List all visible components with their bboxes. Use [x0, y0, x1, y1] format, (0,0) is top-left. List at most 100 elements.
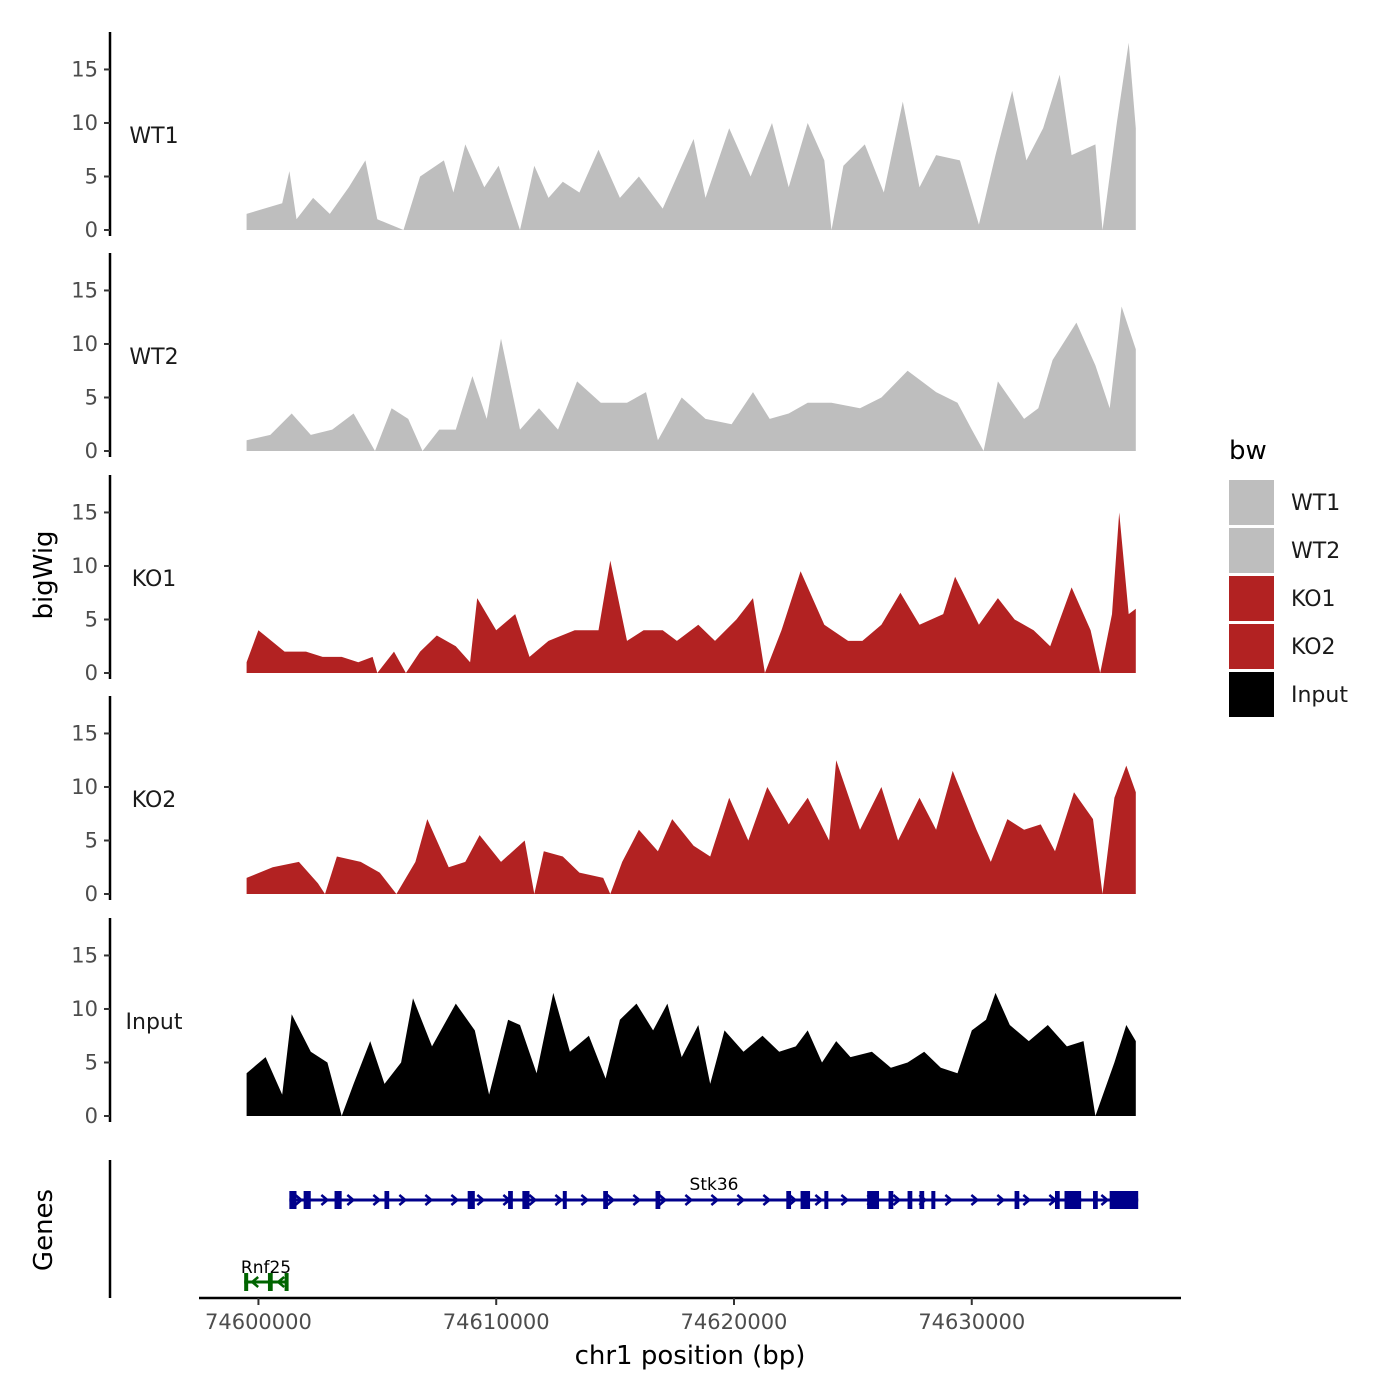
- bigwig-tracks: 0 5 10 15 WT1 0 5 10 15 WT2 0 5 10 15 KO1 0 5 10 15 KO2 0 5 10…: [71, 32, 1136, 1128]
- y-tick-label: 0: [85, 439, 98, 463]
- gene-exon: [800, 1191, 811, 1209]
- y-tick-label: 5: [85, 828, 98, 852]
- gene-exon: [655, 1191, 661, 1209]
- x-tick-label: 74630000: [918, 1310, 1025, 1334]
- gene-exon: [467, 1191, 475, 1209]
- strand-arrow: [736, 1194, 746, 1206]
- y-tick-label: 10: [71, 775, 98, 799]
- strand-arrow: [450, 1194, 460, 1206]
- strand-arrow: [276, 1276, 285, 1288]
- strand-arrow: [554, 1194, 564, 1206]
- y-tick-label: 15: [71, 500, 98, 524]
- x-tick-label: 74600000: [205, 1310, 312, 1334]
- strand-arrow: [710, 1194, 720, 1206]
- genes-axis-title: Genes: [29, 1189, 59, 1271]
- strand-arrow: [372, 1194, 382, 1206]
- strand-arrow: [250, 1276, 259, 1288]
- coverage-area-ko2: [246, 760, 1136, 894]
- y-tick-label: 5: [85, 1050, 98, 1074]
- gene-exon: [919, 1191, 925, 1209]
- legend-key-wt1: [1229, 480, 1274, 525]
- strand-arrow: [346, 1194, 356, 1206]
- gene-stk36: Stk36: [289, 1175, 1139, 1209]
- gene-exon: [508, 1191, 513, 1209]
- track-ko1: 0 5 10 15 KO1: [71, 475, 1136, 685]
- gene-exon: [284, 1273, 289, 1291]
- gene-exon: [888, 1191, 894, 1209]
- legend-key-input: [1229, 672, 1274, 717]
- strand-arrow: [1022, 1194, 1032, 1206]
- strand-arrow: [996, 1194, 1006, 1206]
- gene-exon: [786, 1191, 792, 1209]
- legend-title: bw: [1229, 436, 1267, 466]
- gene-exon: [1014, 1191, 1020, 1209]
- gene-exon: [522, 1191, 530, 1209]
- track-label-wt1: WT1: [129, 124, 178, 149]
- strand-arrow: [606, 1194, 616, 1206]
- track-label-ko1: KO1: [132, 567, 177, 592]
- gene-exon: [267, 1273, 273, 1291]
- legend-label-ko1: KO1: [1291, 587, 1336, 612]
- y-tick-label: 0: [85, 661, 98, 685]
- gene-exon: [1093, 1191, 1098, 1209]
- x-tick-label: 74610000: [443, 1310, 550, 1334]
- x-axis-title: chr1 position (bp): [575, 1341, 806, 1371]
- strand-arrow: [840, 1194, 850, 1206]
- strand-arrow: [320, 1194, 330, 1206]
- x-axis: 74600000 74610000 74620000 74630000: [199, 1296, 1181, 1334]
- legend: bw WT1 WT2 KO1 KO2 Input: [1229, 436, 1348, 717]
- strand-arrow: [580, 1194, 590, 1206]
- y-tick-label: 0: [85, 218, 98, 242]
- y-tick-label: 15: [71, 943, 98, 967]
- gene-exon: [1109, 1191, 1139, 1209]
- strand-arrow: [684, 1194, 694, 1206]
- strand-arrow: [398, 1194, 408, 1206]
- strand-arrow: [658, 1194, 668, 1206]
- gene-label-stk36: Stk36: [690, 1175, 739, 1195]
- y-tick-label: 5: [85, 385, 98, 409]
- gene-rnf25: Rnf25: [241, 1258, 291, 1291]
- y-tick-label: 0: [85, 1104, 98, 1128]
- gene-exon: [384, 1191, 390, 1209]
- strand-arrow: [788, 1194, 798, 1206]
- gene-exon: [867, 1191, 880, 1209]
- y-tick-label: 15: [71, 57, 98, 81]
- strand-arrow: [1100, 1194, 1110, 1206]
- gene-exon: [931, 1191, 936, 1209]
- strand-arrow: [970, 1194, 980, 1206]
- gene-exon: [244, 1273, 249, 1291]
- legend-key-ko1: [1229, 576, 1274, 621]
- track-input: 0 5 10 15 Input: [71, 918, 1136, 1128]
- legend-label-wt2: WT2: [1291, 539, 1340, 564]
- y-tick-label: 10: [71, 997, 98, 1021]
- legend-label-input: Input: [1291, 683, 1348, 708]
- gene-exon: [1064, 1191, 1082, 1209]
- legend-label-ko2: KO2: [1291, 635, 1336, 660]
- y-tick-label: 10: [71, 111, 98, 135]
- y-tick-label: 15: [71, 721, 98, 745]
- strand-arrow: [294, 1194, 304, 1206]
- y-tick-label: 5: [85, 164, 98, 188]
- legend-key-wt2: [1229, 528, 1274, 573]
- gene-exon: [907, 1191, 913, 1209]
- y-tick-label: 10: [71, 332, 98, 356]
- gene-exon: [289, 1191, 297, 1209]
- legend-label-wt1: WT1: [1291, 491, 1340, 516]
- y-axis-title: bigWig: [29, 530, 59, 619]
- gene-exon: [562, 1191, 567, 1209]
- y-tick-label: 0: [85, 882, 98, 906]
- track-wt2: 0 5 10 15 WT2: [71, 253, 1136, 463]
- gene-exon: [603, 1191, 608, 1209]
- gene-exon: [824, 1191, 829, 1209]
- strand-arrow: [528, 1194, 538, 1206]
- legend-key-ko2: [1229, 624, 1274, 669]
- track-wt1: 0 5 10 15 WT1: [71, 32, 1136, 242]
- strand-arrow: [632, 1194, 642, 1206]
- strand-arrow: [762, 1194, 772, 1206]
- x-tick-label: 74620000: [681, 1310, 788, 1334]
- coverage-area-input: [246, 992, 1136, 1116]
- gene-exon: [303, 1191, 311, 1209]
- y-tick-label: 5: [85, 607, 98, 631]
- strand-arrow: [814, 1194, 824, 1206]
